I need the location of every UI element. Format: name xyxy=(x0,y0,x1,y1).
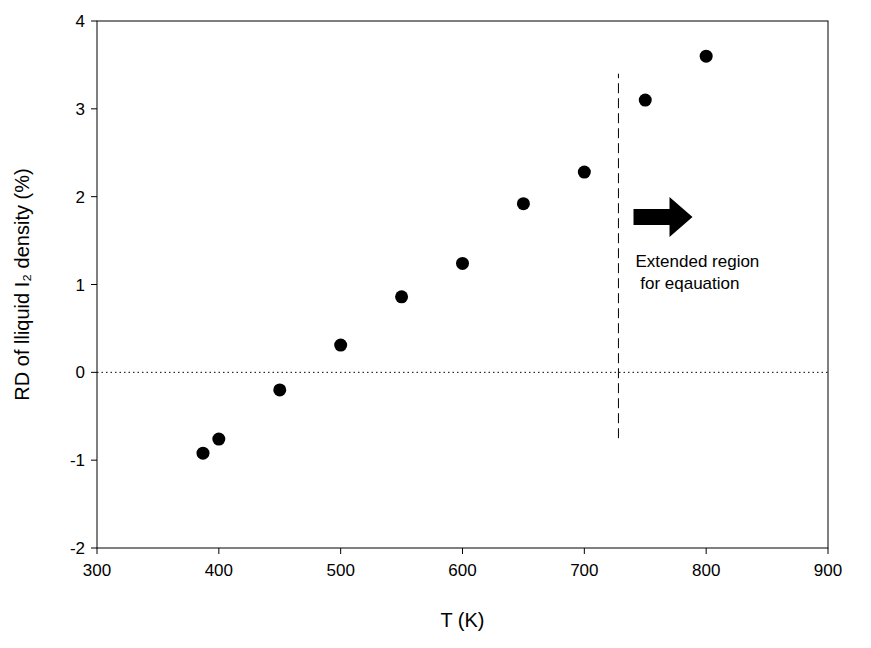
y-tick-label: 0 xyxy=(76,363,85,382)
chart-container: 300 400 500 600 700 800 900 -2 -1 0 1 2 3 4 T (K) RD of… xyxy=(0,0,871,648)
plot-area xyxy=(97,50,828,460)
data-point xyxy=(212,433,225,446)
x-tick-label: 300 xyxy=(83,561,111,580)
data-point xyxy=(395,290,408,303)
x-tick xyxy=(218,548,219,554)
y-tick xyxy=(91,460,97,461)
y-tick-label: 2 xyxy=(76,188,85,207)
data-point xyxy=(456,257,469,270)
x-axis-label: T (K) xyxy=(440,609,484,631)
x-tick-label: 400 xyxy=(205,561,233,580)
x-tick-label: 700 xyxy=(570,561,598,580)
x-tick xyxy=(340,548,341,554)
y-tick xyxy=(91,108,97,109)
y-axis-label: RD of lliquid I₂ density (%) xyxy=(11,168,33,400)
x-tick-label: 600 xyxy=(448,561,476,580)
annotation-arrow xyxy=(634,197,693,237)
data-point xyxy=(334,339,347,352)
data-point xyxy=(273,383,286,396)
annotation-text: Extended region xyxy=(636,252,760,271)
y-tick xyxy=(91,284,97,285)
annotation-text: for eqauation xyxy=(636,274,740,293)
data-point xyxy=(578,166,591,179)
x-tick-label: 900 xyxy=(814,561,842,580)
x-tick-label: 800 xyxy=(692,561,720,580)
x-tick xyxy=(828,548,829,554)
x-tick xyxy=(584,548,585,554)
chart-svg: 300 400 500 600 700 800 900 -2 -1 0 1 2 3 4 T (K) RD of… xyxy=(0,0,871,648)
x-tick-label: 500 xyxy=(326,561,354,580)
x-tick xyxy=(97,548,98,554)
y-tick-label: 1 xyxy=(76,276,85,295)
y-tick xyxy=(91,548,97,549)
plot-frame xyxy=(97,21,828,548)
reference-line xyxy=(618,74,619,439)
y-tick-label: 4 xyxy=(76,12,85,31)
data-point xyxy=(700,50,713,63)
y-tick xyxy=(91,196,97,197)
data-point xyxy=(517,197,530,210)
x-tick xyxy=(706,548,707,554)
y-tick-label: 3 xyxy=(76,100,85,119)
data-point xyxy=(196,447,209,460)
y-tick xyxy=(91,372,97,373)
y-tick xyxy=(91,21,97,22)
x-tick xyxy=(462,548,463,554)
y-tick-label: -2 xyxy=(70,539,85,558)
reference-line xyxy=(97,372,828,373)
data-point xyxy=(639,94,652,107)
y-tick-label: -1 xyxy=(70,451,85,470)
